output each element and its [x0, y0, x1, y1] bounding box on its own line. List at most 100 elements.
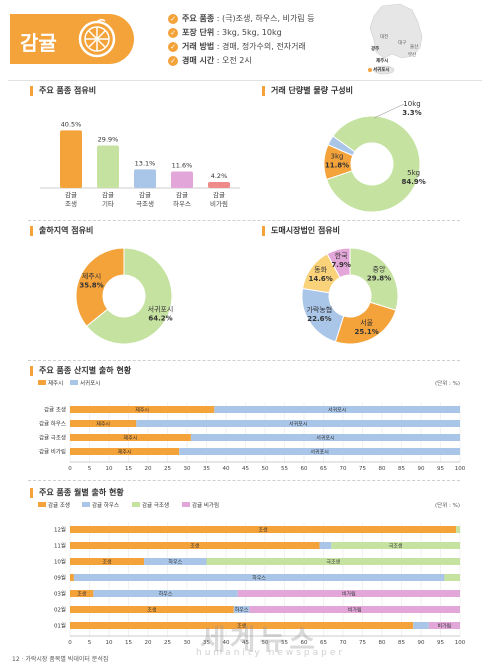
section-title-variety-share: 주요 품종 점유비	[30, 86, 96, 96]
legend-swatch	[182, 502, 190, 507]
x-tick-label: 45	[242, 466, 249, 472]
x-tick-label: 45	[242, 640, 249, 646]
category-label: 감귤	[102, 191, 114, 199]
x-tick-label: 30	[184, 466, 191, 472]
x-tick-label: 75	[359, 466, 366, 472]
x-tick-label: 35	[203, 640, 210, 646]
segment-label: 하우스	[252, 575, 266, 582]
map-label-ulsan: 울산	[410, 43, 418, 50]
slice-value-label: 64.2%	[148, 315, 172, 323]
bar-segment	[70, 558, 145, 565]
segment-label: 하우스	[168, 559, 182, 566]
slice-name-label: 서귀포시	[148, 305, 174, 314]
x-tick-label: 70	[340, 466, 347, 472]
x-tick-label: 55	[281, 640, 288, 646]
category-label: 11월	[54, 542, 66, 550]
segment-label: 비가림	[437, 623, 451, 630]
x-tick-label: 100	[455, 640, 466, 646]
slice-value-label: 14.6%	[308, 275, 332, 283]
bar	[60, 130, 82, 188]
x-tick-label: 5	[88, 466, 92, 472]
map-label-seogwipo: 서귀포시	[373, 66, 390, 73]
category-label: 기타	[102, 199, 114, 208]
slice-name-label: 서울	[360, 318, 373, 327]
category-label: 감귤 조생	[44, 406, 66, 414]
x-tick-label: 90	[418, 640, 425, 646]
category-label: 09월	[54, 574, 66, 582]
section-divider	[28, 480, 460, 481]
x-tick-label: 40	[223, 640, 230, 646]
category-label: 조생	[65, 199, 77, 208]
category-label: 10월	[54, 558, 66, 566]
x-tick-label: 25	[164, 640, 171, 646]
slice-name-label: 10kg	[403, 100, 420, 108]
bar-segment	[70, 542, 320, 549]
x-tick-label: 25	[164, 466, 171, 472]
segment-label: 하우스	[235, 607, 249, 614]
category-label: 감귤	[65, 191, 77, 199]
x-tick-label: 10	[106, 466, 113, 472]
slice-value-label: 35.8%	[79, 281, 103, 289]
bar-segment	[319, 542, 332, 549]
slice-value-label: 84.9%	[401, 178, 425, 186]
legend-label: 서귀포시	[80, 379, 100, 387]
category-label: 감귤	[176, 191, 188, 199]
slice-value-label: 3.3%	[402, 109, 421, 117]
bar-segment	[70, 622, 414, 629]
x-tick-label: 90	[418, 466, 425, 472]
slice-name-label: 제주시	[82, 272, 101, 280]
category-label: 감귤	[139, 191, 151, 199]
slice-name-label: 5kg	[407, 169, 420, 177]
x-tick-label: 0	[68, 640, 72, 646]
x-tick-label: 80	[379, 640, 386, 646]
bullet-icon: ✓	[168, 27, 178, 38]
pie-slice	[85, 247, 173, 345]
slice-name-label: 중앙	[373, 266, 386, 274]
x-tick-label: 70	[340, 640, 347, 646]
bar-segment	[249, 606, 460, 613]
map-label-busan: 부산	[408, 51, 416, 58]
slice-value-label: 25.1%	[354, 328, 378, 336]
segment-label: 조생	[190, 543, 200, 550]
bar-segment	[70, 574, 74, 581]
section-divider	[28, 220, 460, 221]
orange-slice-icon	[78, 18, 116, 58]
x-tick-label: 95	[437, 466, 444, 472]
pie-slice	[349, 247, 399, 311]
bar-segment	[70, 606, 234, 613]
watermark-logo-text: 세계뉴스	[200, 623, 320, 656]
legend-label: 감귤 하우스	[92, 501, 119, 509]
bar-segment	[237, 590, 460, 597]
bar-segment	[233, 606, 250, 613]
bar-segment	[179, 448, 460, 455]
legend-label: 감귤 극조생	[142, 501, 169, 509]
x-tick-label: 0	[68, 466, 72, 472]
pie-slice	[327, 135, 356, 157]
segment-label: 극조생	[389, 543, 403, 550]
bar-segment	[144, 558, 207, 565]
segment-label: 제주시	[96, 421, 110, 428]
bar-value-label: 40.5%	[61, 120, 82, 128]
bar-segment	[428, 622, 460, 629]
category-label: 극조생	[136, 199, 154, 208]
slice-name-label: 한국	[335, 252, 348, 260]
x-tick-label: 50	[262, 640, 269, 646]
segment-label: 조생	[237, 623, 247, 630]
legend-swatch	[38, 502, 46, 507]
segment-label: 제주시	[118, 449, 132, 456]
category-label: 03월	[54, 590, 66, 598]
bar-value-label: 13.1%	[135, 159, 156, 167]
bar-segment	[331, 542, 460, 549]
bar-segment	[190, 434, 460, 441]
bar	[97, 145, 119, 188]
page-title: 감귤	[20, 31, 57, 55]
category-label: 비가림	[210, 199, 228, 208]
category-label: 02월	[54, 606, 66, 614]
bar-segment	[214, 406, 460, 413]
jeju-marker	[368, 68, 372, 72]
unit-label: (단위 : %)	[435, 501, 460, 509]
x-tick-label: 20	[145, 640, 152, 646]
legend-swatch	[132, 502, 140, 507]
